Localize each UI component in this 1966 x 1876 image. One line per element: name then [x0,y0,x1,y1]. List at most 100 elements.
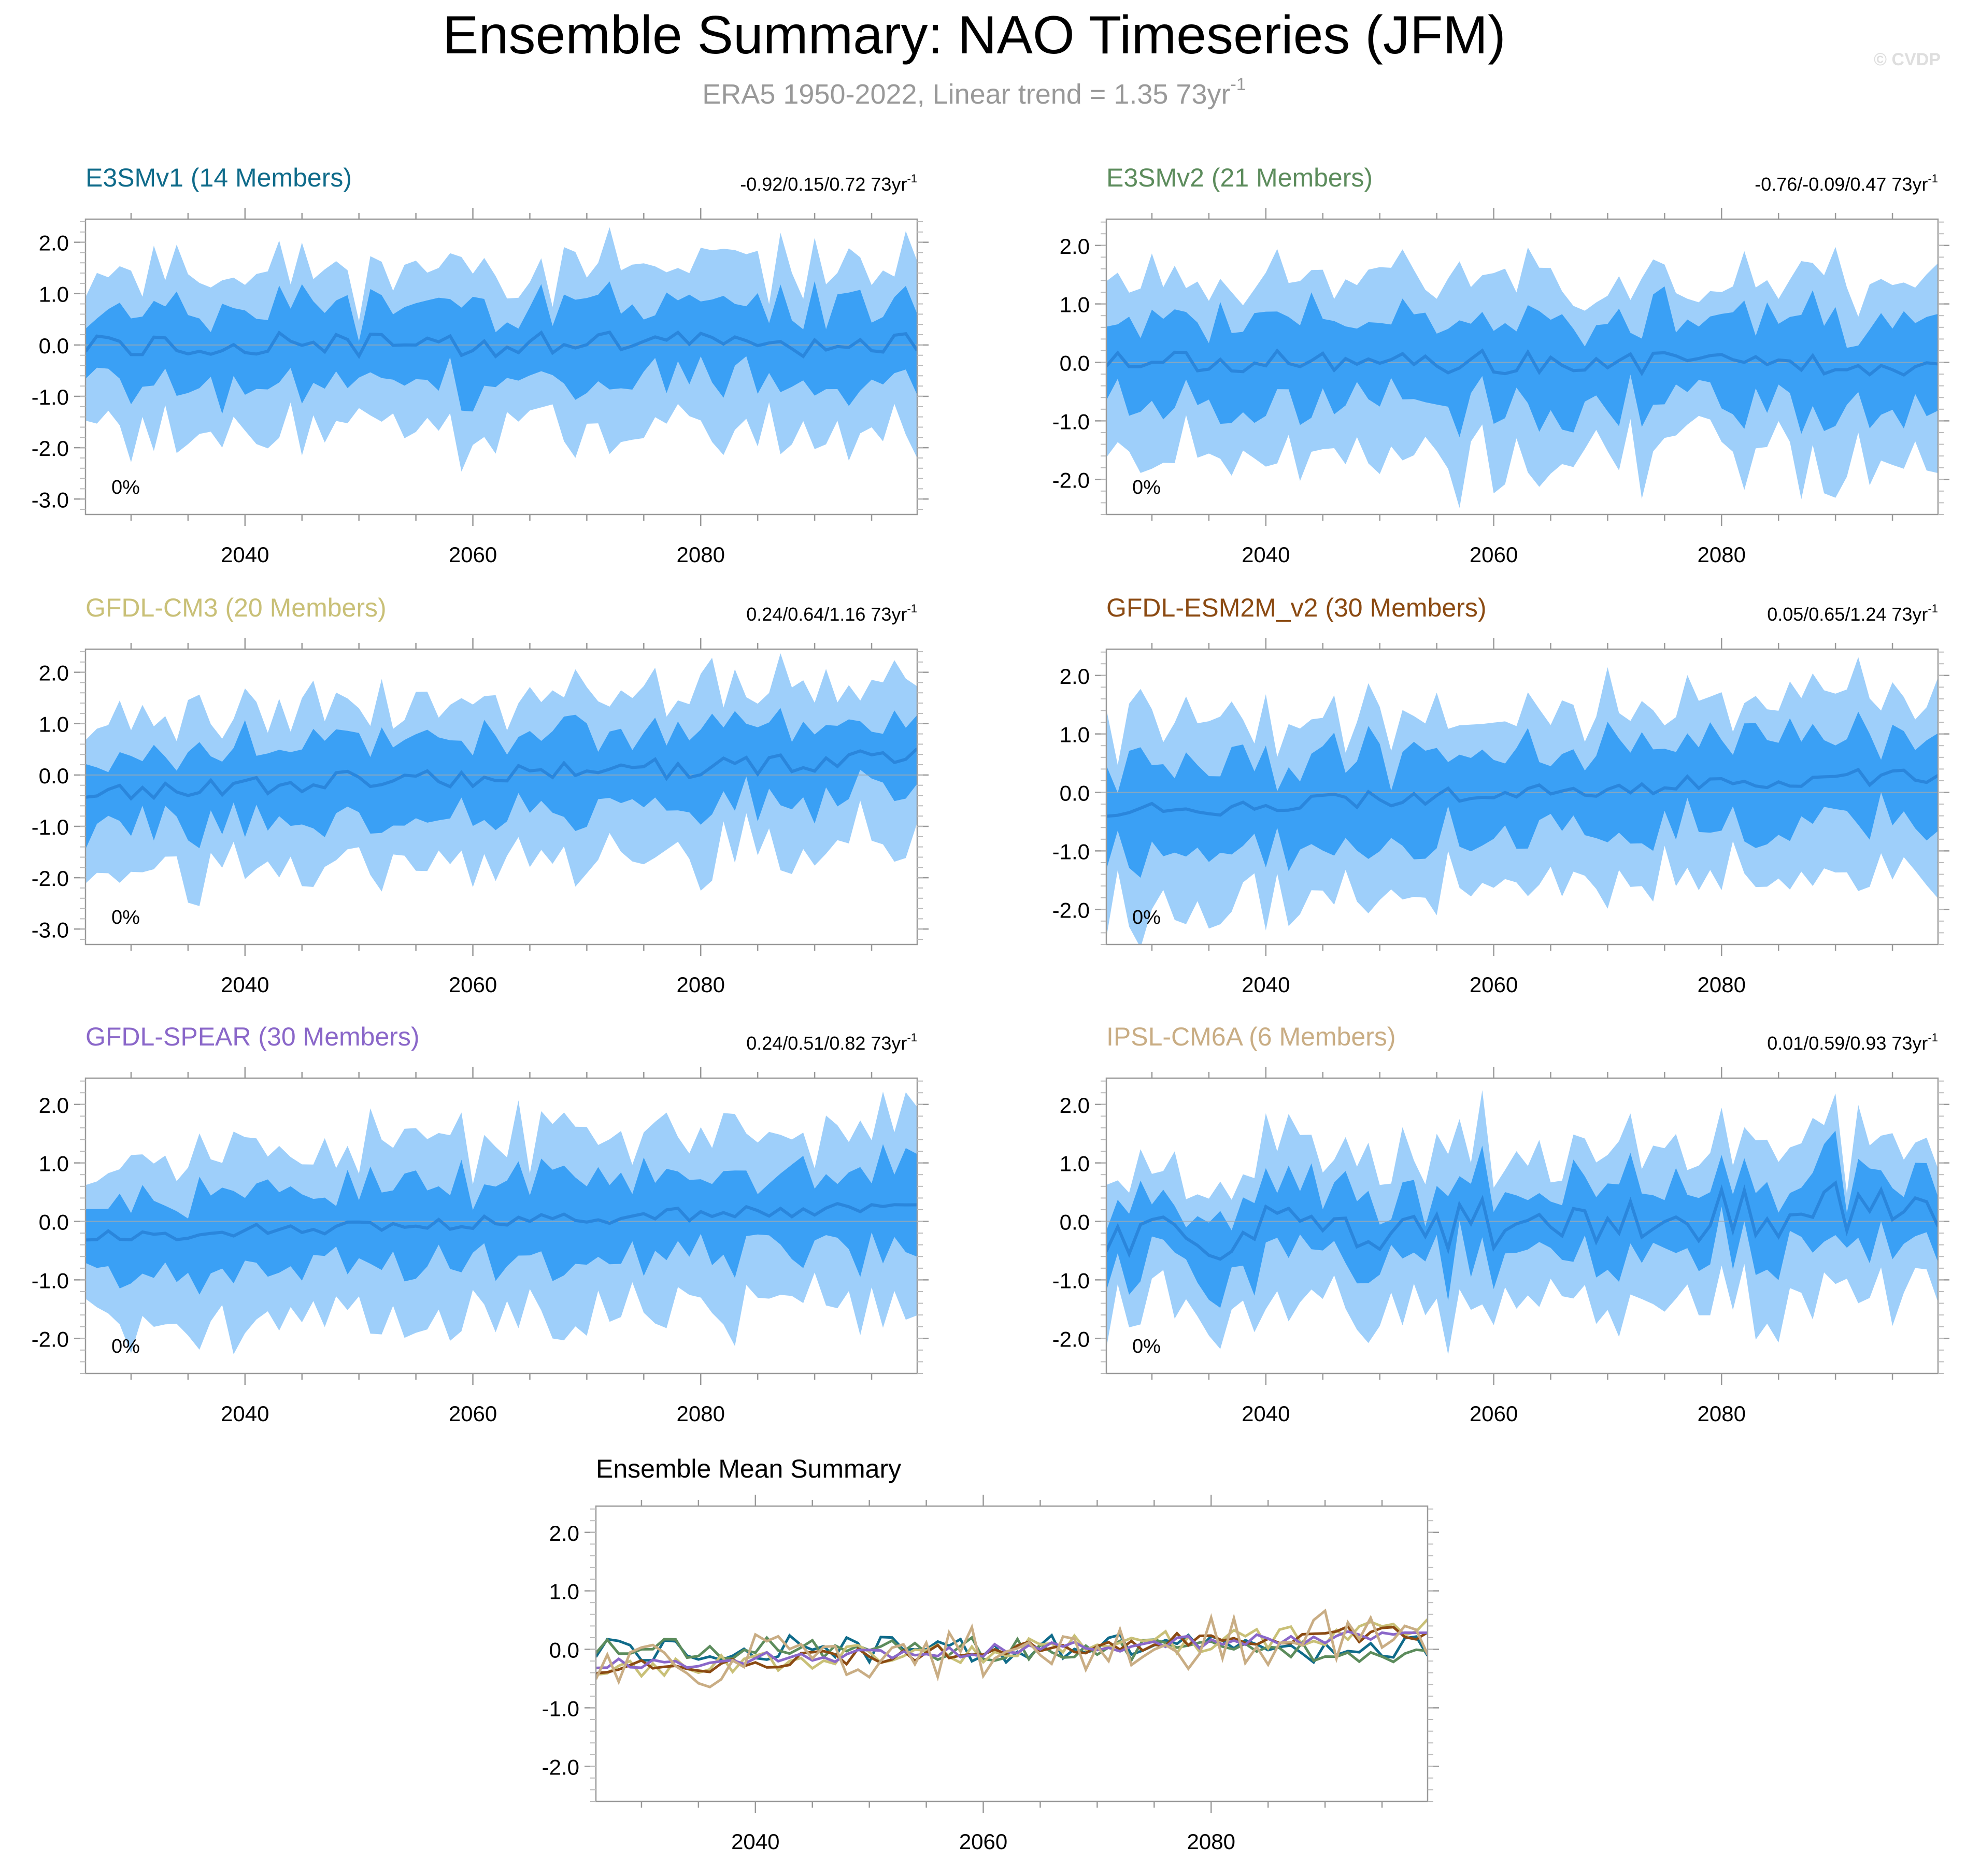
panel-e3smv1-trend-label: -0.92/0.15/0.72 73yr-1 [740,172,917,195]
panel-ensemble-mean-ytick-label: 0.0 [549,1638,579,1663]
panel-e3smv1-xtick-label: 2040 [221,542,269,567]
panel-gfdl-esm2m-xtick-label: 2080 [1698,972,1746,997]
panel-e3smv1-trend-text: -0.92/0.15/0.72 73yr [740,174,907,195]
copyright-label: © CVDP [1874,50,1941,69]
panel-ipsl-cm6a-title: IPSL-CM6A (6 Members) [1106,1022,1395,1051]
panel-gfdl-spear-trend-exponent: -1 [907,1031,917,1044]
panel-e3smv2: E3SMv2 (21 Members) -0.76/-0.09/0.47 73yr… [1052,163,1949,567]
panel-e3smv2-trend-exponent: -1 [1928,172,1938,185]
panel-gfdl-spear-xtick-label: 2080 [677,1401,725,1426]
panel-gfdl-cm3-trend-exponent: -1 [907,602,917,615]
panel-gfdl-esm2m-xtick-label: 2060 [1470,972,1518,997]
panel-gfdl-esm2m-mean-line [1106,767,1938,818]
panel-gfdl-cm3-plot-area [86,653,917,906]
panel-e3smv2-trend-label: -0.76/-0.09/0.47 73yr-1 [1755,172,1938,195]
panel-ensemble-mean-xtick-label: 2060 [959,1829,1007,1854]
panel-ensemble-mean-ytick-label: -2.0 [542,1755,579,1779]
panel-gfdl-cm3-xtick-label: 2080 [677,972,725,997]
panel-ipsl-cm6a-ytick-label: 1.0 [1060,1152,1090,1176]
panel-gfdl-esm2m-ytick-label: -1.0 [1052,839,1090,864]
panel-ipsl-cm6a-ytick-label: 0.0 [1060,1210,1090,1235]
panel-gfdl-cm3-trend-label: 0.24/0.64/1.16 73yr-1 [746,602,917,625]
panel-e3smv1-ytick-label: 0.0 [39,334,69,358]
panel-gfdl-cm3-title: GFDL-CM3 (20 Members) [86,593,387,622]
panel-gfdl-cm3-ytick-label: 0.0 [39,764,69,788]
panel-gfdl-spear-ytick-label: -2.0 [32,1327,69,1351]
panel-ensemble-mean-ytick-label: 1.0 [549,1580,579,1604]
panel-gfdl-spear: GFDL-SPEAR (30 Members) 0.24/0.51/0.82 73… [32,1022,929,1426]
panel-gfdl-esm2m-ytick-label: 0.0 [1060,781,1090,806]
panel-ipsl-cm6a-frame [1105,1077,1939,1374]
panel-gfdl-esm2m-ytick-label: 2.0 [1060,664,1090,689]
panel-gfdl-cm3-xtick-label: 2060 [449,972,497,997]
panel-gfdl-spear-trend-label: 0.24/0.51/0.82 73yr-1 [746,1031,917,1054]
panel-e3smv1: E3SMv1 (14 Members) -0.92/0.15/0.72 73yr-… [32,163,929,567]
panel-e3smv1-xtick-label: 2060 [449,542,497,567]
panel-e3smv2-trend-text: -0.76/-0.09/0.47 73yr [1755,174,1928,195]
panel-e3smv2-xtick-label: 2080 [1698,542,1746,567]
panel-gfdl-spear-ytick-label: 2.0 [39,1093,69,1118]
panel-gfdl-cm3-ytick-label: -3.0 [32,918,69,942]
panel-ipsl-cm6a-trend-label: 0.01/0.59/0.93 73yr-1 [1767,1031,1938,1054]
panel-ipsl-cm6a-ytick-label: 2.0 [1060,1093,1090,1118]
panel-ipsl-cm6a-ytick-label: -1.0 [1052,1268,1090,1293]
panels-group: E3SMv1 (14 Members) -0.92/0.15/0.72 73yr-… [32,163,1949,1854]
panel-gfdl-esm2m-trend-exponent: -1 [1928,602,1938,615]
series-line-ipsl-cm6a [596,1608,1428,1689]
panel-e3smv1-inner-band [86,281,917,414]
panel-ipsl-cm6a-ytick-label: -2.0 [1052,1327,1090,1351]
figure-subtitle: ERA5 1950-2022, Linear trend = 1.35 73yr… [702,75,1246,110]
panel-ipsl-cm6a-xtick-label: 2060 [1470,1401,1518,1426]
panel-gfdl-esm2m-ytick-label: -2.0 [1052,898,1090,922]
panel-e3smv2-ytick-label: -2.0 [1052,468,1090,492]
panel-gfdl-esm2m: GFDL-ESM2M_v2 (30 Members) 0.05/0.65/1.24… [1052,593,1949,997]
panel-gfdl-spear-ytick-label: -1.0 [32,1268,69,1293]
panel-gfdl-cm3-ytick-label: 2.0 [39,661,69,685]
panel-e3smv1-frame [84,218,918,515]
panel-gfdl-esm2m-trend-label: 0.05/0.65/1.24 73yr-1 [1767,602,1938,625]
panel-e3smv1-percent-label: 0% [111,477,140,498]
panel-gfdl-spear-inner-band [86,1144,917,1295]
panel-gfdl-esm2m-percent-label: 0% [1132,907,1161,928]
panel-gfdl-spear-xtick-label: 2040 [221,1401,269,1426]
panel-ensemble-mean-ytick-label: 2.0 [549,1521,579,1545]
panel-ipsl-cm6a-percent-label: 0% [1132,1336,1161,1357]
panel-e3smv1-ytick-label: -2.0 [32,436,69,461]
panel-e3smv2-ytick-label: 1.0 [1060,293,1090,317]
panel-ipsl-cm6a-xtick-label: 2080 [1698,1401,1746,1426]
panel-ensemble-mean-ytick-label: -1.0 [542,1696,579,1721]
panel-e3smv1-ytick-label: 1.0 [39,282,69,307]
panel-e3smv2-title: E3SMv2 (21 Members) [1106,163,1373,192]
panel-gfdl-esm2m-trend-text: 0.05/0.65/1.24 73yr [1767,604,1928,625]
panel-ipsl-cm6a: IPSL-CM6A (6 Members) 0.01/0.59/0.93 73yr… [1052,1022,1949,1426]
panel-gfdl-cm3-percent-label: 0% [111,907,140,928]
panel-gfdl-esm2m-frame [1105,648,1939,946]
panel-e3smv1-plot-area [86,227,917,472]
panel-ipsl-cm6a-xtick-label: 2040 [1242,1401,1290,1426]
panel-e3smv2-mean-line [1106,348,1938,377]
figure-title: Ensemble Summary: NAO Timeseries (JFM) [443,5,1505,65]
panel-gfdl-cm3-xtick-label: 2040 [221,972,269,997]
panel-ensemble-mean-frame [595,1505,1429,1802]
panel-gfdl-spear-plot-area [86,1092,917,1354]
panel-e3smv2-frame [1105,218,1939,515]
panel-ensemble-mean-title: Ensemble Mean Summary [596,1454,901,1483]
panel-ensemble-mean: Ensemble Mean Summary 2.0 1.0 0.0 -1.0 -2.0 20… [542,1454,1439,1854]
panel-e3smv2-xtick-label: 2040 [1242,542,1290,567]
panel-ipsl-cm6a-inner-band [1106,1130,1938,1308]
panel-gfdl-cm3-frame [84,648,918,946]
panel-ipsl-cm6a-trend-text: 0.01/0.59/0.93 73yr [1767,1033,1928,1054]
panel-e3smv1-trend-exponent: -1 [907,172,917,185]
panel-gfdl-esm2m-plot-area [1106,657,1938,944]
panel-ipsl-cm6a-mean-line [1106,1180,1938,1261]
panel-e3smv1-ytick-label: 2.0 [39,231,69,255]
panel-gfdl-cm3: GFDL-CM3 (20 Members) 0.24/0.64/1.16 73yr… [32,593,929,997]
panel-ensemble-mean-xtick-label: 2080 [1187,1829,1235,1854]
subtitle-text: ERA5 1950-2022, Linear trend = 1.35 73yr [702,79,1230,110]
panel-gfdl-spear-frame [84,1077,918,1374]
panel-e3smv2-xtick-label: 2060 [1470,542,1518,567]
panel-gfdl-cm3-ytick-label: -2.0 [32,866,69,891]
panel-e3smv1-xtick-label: 2080 [677,542,725,567]
panel-gfdl-cm3-trend-text: 0.24/0.64/1.16 73yr [746,604,907,625]
